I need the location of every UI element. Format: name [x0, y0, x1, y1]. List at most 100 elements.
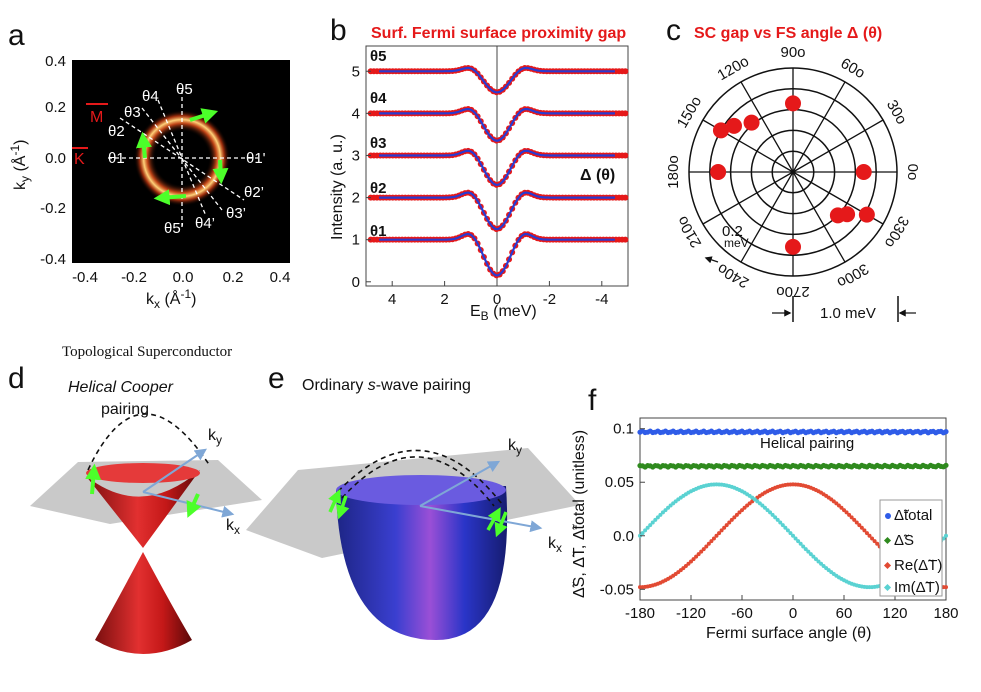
panel-a-yticks: 0.4 0.2 0.0 -0.2 -0.4	[40, 53, 66, 268]
polar-spoke	[792, 119, 884, 173]
xtick-label: 0	[493, 291, 501, 308]
point-Re(Δ̃T)	[694, 554, 699, 559]
legend-total: Δ̃total	[894, 507, 932, 524]
point-Im(Δ̃T)	[803, 547, 808, 552]
point-Re(Δ̃T)	[724, 523, 729, 528]
point-Re(Δ̃T)	[706, 541, 711, 546]
ky-axis-e	[419, 460, 501, 507]
point-Im(Δ̃T)	[806, 549, 811, 554]
fit-line-θ4	[379, 108, 615, 142]
scale-small-unit: meV	[724, 236, 749, 250]
point-Re(Δ̃T)	[734, 512, 739, 517]
panel-e: e Ordinary s-wave pairing ky kx	[246, 362, 580, 640]
point-Im(Δ̃T)	[796, 539, 801, 544]
xtick-label: 180	[933, 605, 958, 622]
point-Im(Δ̃T)	[663, 508, 668, 513]
point-Im(Δ̃T)	[801, 544, 806, 549]
point-Re(Δ̃T)	[857, 523, 862, 528]
polar-angle-label: 270o	[776, 283, 809, 300]
angle-label: θ1	[108, 150, 125, 167]
xtick-label: 4	[388, 291, 396, 308]
panel-b-label: b	[330, 14, 347, 47]
fit-line-θ1	[379, 232, 615, 277]
point-Im(Δ̃T)	[660, 510, 665, 515]
panel-f-xlabel: Fermi surface angle (θ)	[706, 625, 871, 642]
point-Re(Δ̃T)	[701, 547, 706, 552]
gap-point	[743, 114, 760, 131]
point-Im(Δ̃T)	[944, 533, 948, 538]
point-Im(Δ̃T)	[768, 510, 773, 515]
ytick-label: 1	[352, 232, 360, 249]
point-Re(Δ̃T)	[839, 505, 844, 510]
point-Re(Δ̃T)	[849, 515, 854, 520]
gap-point	[785, 238, 801, 255]
point-Im(Δ̃T)	[788, 531, 793, 536]
parabolic-band	[336, 486, 508, 640]
point-Im(Δ̃T)	[655, 515, 660, 520]
point-Re(Δ̃T)	[867, 533, 872, 538]
kx-label-e: kx	[548, 535, 562, 555]
ytick-label: 2	[352, 190, 360, 207]
panel-a-xlabel: kx (Å-1)	[146, 287, 196, 311]
point-Im(Δ̃T)	[658, 512, 663, 517]
point-Re(Δ̃T)	[686, 561, 691, 566]
panel-e-label: e	[268, 362, 285, 395]
gap-point	[785, 95, 801, 112]
ytick-label: 5	[352, 63, 360, 80]
point-Im(Δ̃T)	[643, 528, 648, 533]
panel-f-label: f	[588, 384, 597, 417]
legend-marker-im	[883, 583, 892, 592]
ytick-label: 0.1	[613, 421, 634, 438]
polar-angle-label: 0o	[904, 164, 921, 181]
ytick: 0.0	[45, 150, 66, 167]
legend-marker-re	[883, 561, 892, 570]
point-Re(Δ̃T)	[714, 533, 719, 538]
angle-label: θ3’	[226, 205, 246, 222]
legend-s: Δ̃S	[894, 532, 914, 549]
gap-annotation: Δ (θ)	[580, 167, 615, 184]
scale-small: 0.2	[722, 223, 743, 240]
angle-label: θ5	[176, 81, 193, 98]
legend-marker-s	[883, 536, 892, 545]
gap-point	[855, 164, 872, 180]
point-Im(Δ̃T)	[640, 531, 645, 536]
ky-label-e: ky	[508, 437, 522, 457]
panel-b: b Surf. Fermi surface proximity gap 0 1 2 3…	[329, 14, 629, 323]
curve-label: θ3	[370, 135, 386, 152]
point-Im(Δ̃T)	[775, 517, 780, 522]
point-Im(Δ̃T)	[816, 559, 821, 564]
point-Re(Δ̃T)	[872, 539, 877, 544]
gap-point	[858, 206, 875, 223]
spin-arrows	[135, 108, 229, 206]
point-Im(Δ̃T)	[780, 523, 785, 528]
panel-b-ylabel: Intensity (a. u.)	[329, 134, 346, 240]
point-Re(Δ̃T)	[689, 559, 693, 564]
kx-label: kx	[226, 517, 240, 537]
xtick-label: -60	[731, 605, 753, 622]
panel-e-title: Ordinary s-wave pairing	[302, 377, 471, 394]
point-Im(Δ̃T)	[783, 525, 788, 530]
point-Im(Δ̃T)	[645, 525, 650, 530]
cone-top	[86, 463, 200, 483]
gap-point	[839, 206, 856, 223]
polar-spoke	[740, 171, 794, 263]
panel-d-title: Helical Cooper	[68, 379, 174, 396]
ytick-label: 4	[352, 105, 360, 122]
fit-line-θ5	[379, 66, 615, 94]
panel-b-title: Surf. Fermi surface proximity gap	[371, 25, 626, 42]
point-Re(Δ̃T)	[691, 557, 696, 562]
point-Re(Δ̃T)	[709, 539, 714, 544]
point-Re(Δ̃T)	[847, 512, 852, 517]
point-Im(Δ̃T)	[811, 554, 816, 559]
panel-d-title2: pairing	[101, 401, 149, 418]
fit-line-θ3	[379, 149, 615, 187]
scale-arrow	[704, 256, 719, 264]
point-Re(Δ̃T)	[711, 536, 716, 541]
m-point-label: M	[90, 109, 103, 126]
pairing-arc	[87, 413, 211, 471]
point-Im(Δ̃T)	[762, 505, 767, 510]
polar-spoke	[792, 171, 846, 263]
kx-axis-e	[419, 505, 543, 533]
angle-label: θ5’	[164, 220, 184, 237]
